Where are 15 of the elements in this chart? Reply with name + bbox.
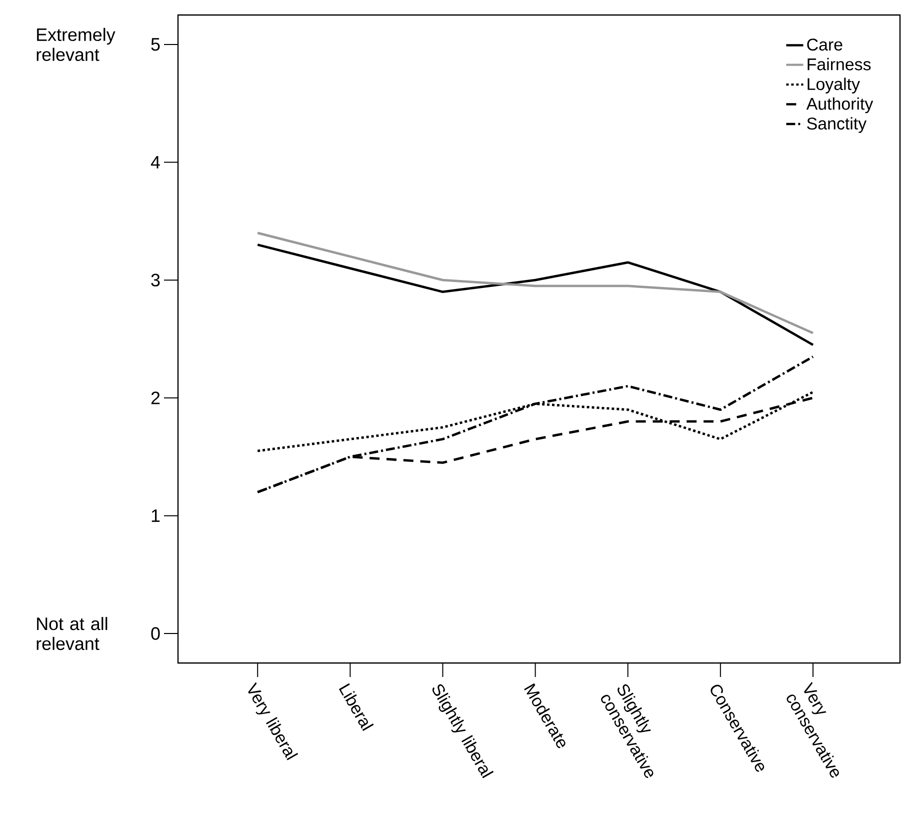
y-tick-label: 5 <box>151 38 160 51</box>
legend-label: Care <box>807 38 842 51</box>
legend-label: Authority <box>806 97 874 114</box>
legend-label: Sanctity <box>807 117 867 133</box>
y-tick-label: 3 <box>151 274 160 286</box>
line-series <box>256 232 814 334</box>
y-tick-label: 0 <box>151 627 160 640</box>
text: Not at all relevant <box>36 616 108 650</box>
y-tick-label: 2 <box>151 392 160 404</box>
line-series <box>256 244 814 346</box>
y-tick-label: 1 <box>152 510 160 522</box>
text: Extremely relevant <box>36 28 116 61</box>
y-tick-label: 4 <box>150 156 160 168</box>
legend-label: Loyalty <box>808 78 860 94</box>
legend-label: Fairness <box>808 58 871 70</box>
